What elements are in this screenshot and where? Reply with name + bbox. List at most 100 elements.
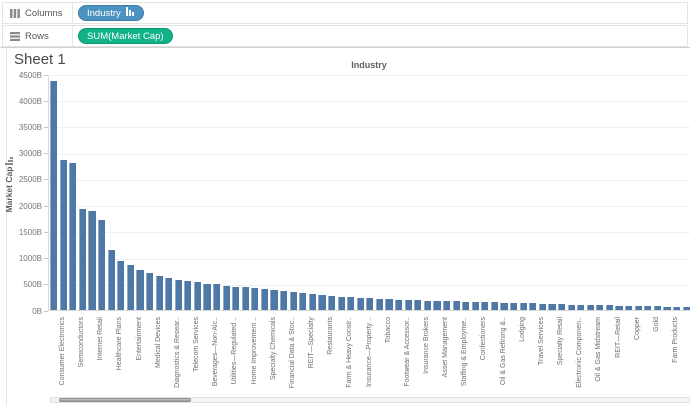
x-axis-label[interactable]: Footwear & Accessor.. [403,317,411,387]
bar[interactable] [126,265,134,310]
bar[interactable] [222,285,230,310]
rows-shelf[interactable]: Rows SUM(Market Cap) [2,25,688,47]
bar[interactable] [203,283,211,310]
bar[interactable] [232,286,240,310]
bar[interactable] [567,304,575,310]
bar[interactable] [414,300,422,310]
x-axis-label[interactable]: Copper [633,317,641,340]
bar[interactable] [500,302,508,310]
bar[interactable] [490,302,499,310]
x-axis-label[interactable]: Insurance—Property .. [365,317,373,388]
bar[interactable] [625,305,633,310]
bar[interactable] [481,302,489,310]
x-axis-label[interactable]: Consumer Electronics [58,317,66,386]
bar[interactable] [59,160,67,310]
x-axis-label[interactable]: Restaurants [327,317,335,355]
bar[interactable] [356,297,364,310]
bar[interactable] [347,297,355,310]
x-axis-label[interactable]: Farm Products [672,317,680,363]
bar[interactable] [375,298,384,310]
bar[interactable] [586,305,594,310]
bar[interactable] [107,250,115,310]
bar[interactable] [280,291,288,310]
bar[interactable] [615,305,623,310]
bar[interactable] [241,287,249,310]
bar[interactable] [682,307,690,310]
bar[interactable] [193,282,201,310]
bar[interactable] [644,306,652,310]
horizontal-scrollbar-thumb[interactable] [58,398,191,402]
bar[interactable] [605,305,614,310]
x-axis-label[interactable]: Confectioners [480,317,488,361]
bar[interactable] [327,295,336,310]
bar[interactable] [433,300,441,310]
bar[interactable] [50,80,58,310]
x-axis-label[interactable]: Entertainment [135,317,143,361]
bar[interactable] [337,296,345,310]
x-axis-label[interactable]: Travel Services [537,317,545,365]
bar[interactable] [299,293,307,310]
x-axis-label[interactable]: Specialty Retail [557,317,565,366]
x-axis-label[interactable]: Beverages—Non-Alc.. [212,317,220,387]
bar[interactable] [653,306,661,310]
x-axis-label[interactable]: REIT—Specialty [308,317,315,369]
x-axis-label[interactable]: Farm & Heavy Constr.. [346,317,354,388]
x-axis-label[interactable]: Healthcare Plans [116,317,124,371]
horizontal-scrollbar-track[interactable] [50,397,690,403]
bar[interactable] [308,294,316,310]
bar[interactable] [538,303,546,310]
bar[interactable] [174,279,182,310]
bar[interactable] [69,163,77,310]
x-axis-label[interactable]: Specialty Chemicals [269,317,277,381]
bar[interactable] [404,300,412,310]
bar[interactable] [663,306,671,310]
bar[interactable] [471,301,479,310]
bar[interactable] [462,301,470,310]
bar[interactable] [165,278,173,310]
bar[interactable] [145,273,154,310]
sort-descending-icon[interactable] [125,7,135,19]
bar[interactable] [78,208,87,310]
x-axis-label[interactable]: Insurance Brokers [422,317,430,374]
bar[interactable] [136,270,144,310]
bar[interactable] [452,301,460,310]
x-axis-label[interactable]: Semiconductors [78,317,86,368]
bar[interactable] [88,210,96,310]
pill-industry[interactable]: Industry [78,5,144,21]
bar[interactable] [557,304,566,310]
pill-sum-market-cap[interactable]: SUM(Market Cap) [78,28,173,44]
bar[interactable] [251,287,259,310]
bar[interactable] [529,303,537,310]
bar[interactable] [385,299,393,310]
x-axis-label[interactable]: Oil & Gas Midstream [595,317,603,382]
x-axis-label[interactable]: Oil & Gas Refining &.. [499,317,507,386]
bar[interactable] [423,300,431,310]
x-axis-label[interactable]: Diagnostics & Resear.. [173,317,181,388]
x-axis-label[interactable]: Asset Management [442,317,450,378]
bar[interactable] [548,303,556,310]
bar[interactable] [155,275,163,310]
bar[interactable] [318,295,326,310]
x-axis-label[interactable]: Gold [652,317,660,332]
x-axis-label[interactable]: REIT—Retail [614,317,622,358]
bar[interactable] [260,289,269,310]
x-axis-label[interactable]: Electronic Componen.. [576,317,584,388]
bar[interactable] [519,303,527,310]
bar[interactable] [98,219,106,310]
columns-shelf[interactable]: Columns Industry [2,2,688,24]
y-axis-title[interactable]: Market Cap [4,137,15,232]
bar[interactable] [289,292,297,310]
bar[interactable] [395,299,403,310]
bar[interactable] [672,307,681,310]
bar[interactable] [577,304,585,310]
x-axis-label[interactable]: Internet Retail [97,317,105,361]
x-axis-label[interactable]: Telecom Services [193,317,201,372]
x-axis-label[interactable]: Medical Devices [154,317,162,368]
x-axis-label[interactable]: Home Improvement .. [250,317,258,385]
bar[interactable] [184,281,192,310]
x-axis-label[interactable]: Tobacco [384,317,392,344]
x-axis-label[interactable]: Utilities—Regulated .. [231,317,239,385]
x-axis-label[interactable]: Financial Data & Stoc.. [288,317,296,389]
x-axis-label[interactable]: Staffing & Employme.. [461,317,469,387]
x-axis-label[interactable]: Lodging [518,317,526,342]
